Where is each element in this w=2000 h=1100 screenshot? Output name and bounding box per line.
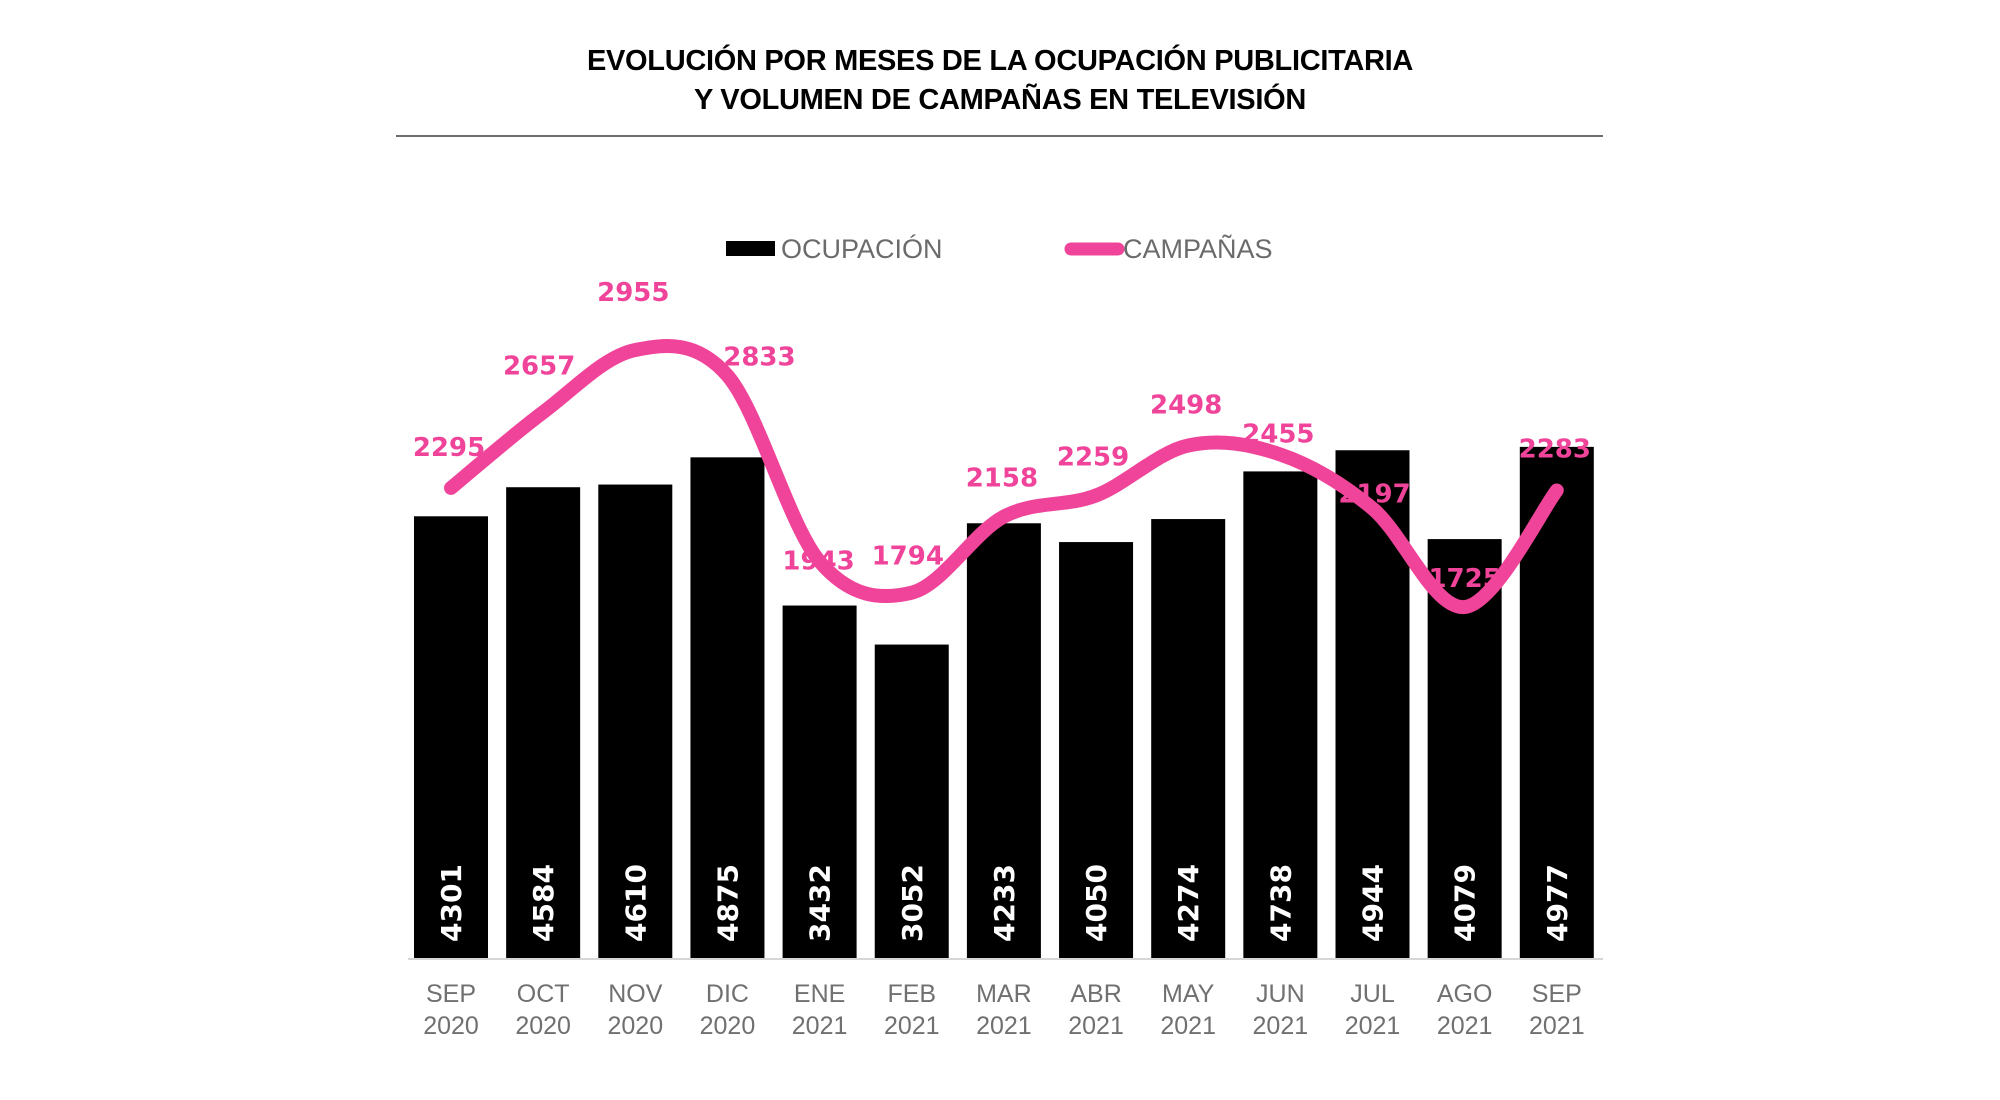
bar-value-label: 4079 — [1449, 864, 1482, 942]
x-tick-label-month: MAR — [976, 980, 1032, 1008]
bar-ocupacion — [966, 523, 1041, 958]
bar-value-label: 4875 — [711, 864, 744, 942]
x-tick-label-month: ENE — [794, 980, 845, 1008]
x-tick-label-year: 2021 — [1160, 1012, 1216, 1040]
bar-value-label: 4301 — [435, 864, 468, 942]
line-value-label: 2295 — [413, 433, 485, 463]
line-value-label: 2833 — [723, 342, 795, 372]
x-tick-label-month: NOV — [608, 980, 663, 1008]
x-tick-label-year: 2021 — [1437, 1012, 1493, 1040]
chart-title-line-2: Y VOLUMEN DE CAMPAÑAS EN TELEVISIÓN — [694, 84, 1306, 116]
bar-value-label: 4977 — [1541, 864, 1574, 942]
x-tick-label-year: 2021 — [976, 1012, 1032, 1040]
line-value-label: 1943 — [782, 547, 854, 577]
line-value-label: 2455 — [1242, 420, 1314, 450]
line-value-label: 2283 — [1519, 434, 1591, 464]
bar-ocupacion — [874, 644, 949, 958]
x-tick-label-year: 2020 — [423, 1012, 479, 1040]
x-tick-label-month: OCT — [517, 980, 570, 1008]
x-tick-label-year: 2021 — [1253, 1012, 1309, 1040]
x-tick-label-month: SEP — [1532, 980, 1582, 1008]
x-tick-label-month: SEP — [426, 980, 476, 1008]
x-tick-label-month: JUL — [1350, 980, 1395, 1008]
bar-ocupacion — [1059, 542, 1134, 958]
bar-ocupacion — [598, 484, 673, 958]
legend-swatch-ocupacion — [726, 241, 775, 256]
x-tick-label-year: 2020 — [700, 1012, 756, 1040]
bar-value-label: 4738 — [1264, 864, 1297, 942]
bar-ocupacion — [414, 516, 488, 958]
legend-label-ocupacion: OCUPACIÓN — [781, 233, 943, 264]
line-value-label: 2259 — [1057, 442, 1129, 472]
x-tick-label-year: 2021 — [1068, 1012, 1124, 1040]
line-value-label: 2158 — [966, 464, 1038, 494]
bar-ocupacion — [506, 487, 581, 958]
x-tick-label-year: 2021 — [792, 1012, 848, 1040]
chart-title: EVOLUCIÓN POR MESES DE LA OCUPACIÓN PUBL… — [0, 42, 2000, 120]
legend: OCUPACIÓN CAMPAÑAS — [726, 233, 1273, 264]
x-tick-label-year: 2021 — [1529, 1012, 1585, 1040]
x-tick-label-month: AGO — [1437, 980, 1493, 1008]
x-tick-label-month: MAY — [1162, 980, 1215, 1008]
bar-value-label: 4610 — [619, 864, 652, 942]
bar-value-label: 4233 — [988, 864, 1021, 942]
line-value-label: 2197 — [1338, 479, 1410, 509]
x-tick-label-month: ABR — [1070, 980, 1121, 1008]
x-tick-label-year: 2020 — [515, 1012, 571, 1040]
line-value-label: 2657 — [503, 351, 575, 381]
x-tick-label-month: FEB — [887, 980, 936, 1008]
chart-title-line-1: EVOLUCIÓN POR MESES DE LA OCUPACIÓN PUBL… — [586, 45, 1414, 77]
bar-value-label: 4944 — [1357, 864, 1390, 942]
x-tick-label-month: DIC — [706, 980, 749, 1008]
x-tick-label-month: JUN — [1256, 980, 1305, 1008]
line-value-label: 1794 — [872, 542, 944, 572]
legend-label-campanas: CAMPAÑAS — [1123, 233, 1273, 264]
bar-ocupacion — [782, 605, 857, 958]
bar-value-label: 4274 — [1172, 864, 1205, 942]
line-value-label: 2955 — [597, 278, 669, 308]
campanas-series-line — [444, 339, 1564, 615]
title-divider — [396, 135, 1603, 137]
line-value-label: 1725 — [1428, 564, 1500, 594]
bar-ocupacion — [1243, 471, 1318, 958]
x-tick-label-year: 2020 — [607, 1012, 663, 1040]
bar-value-label: 4050 — [1080, 864, 1113, 942]
x-tick-label-year: 2021 — [884, 1012, 940, 1040]
line-value-label: 2498 — [1150, 391, 1222, 421]
bar-ocupacion — [1151, 519, 1226, 958]
bar-ocupacion — [690, 457, 765, 958]
bar-value-label: 3052 — [896, 864, 929, 942]
bar-value-label: 4584 — [527, 864, 560, 942]
bar-value-label: 3432 — [804, 864, 837, 942]
x-tick-label-year: 2021 — [1345, 1012, 1401, 1040]
